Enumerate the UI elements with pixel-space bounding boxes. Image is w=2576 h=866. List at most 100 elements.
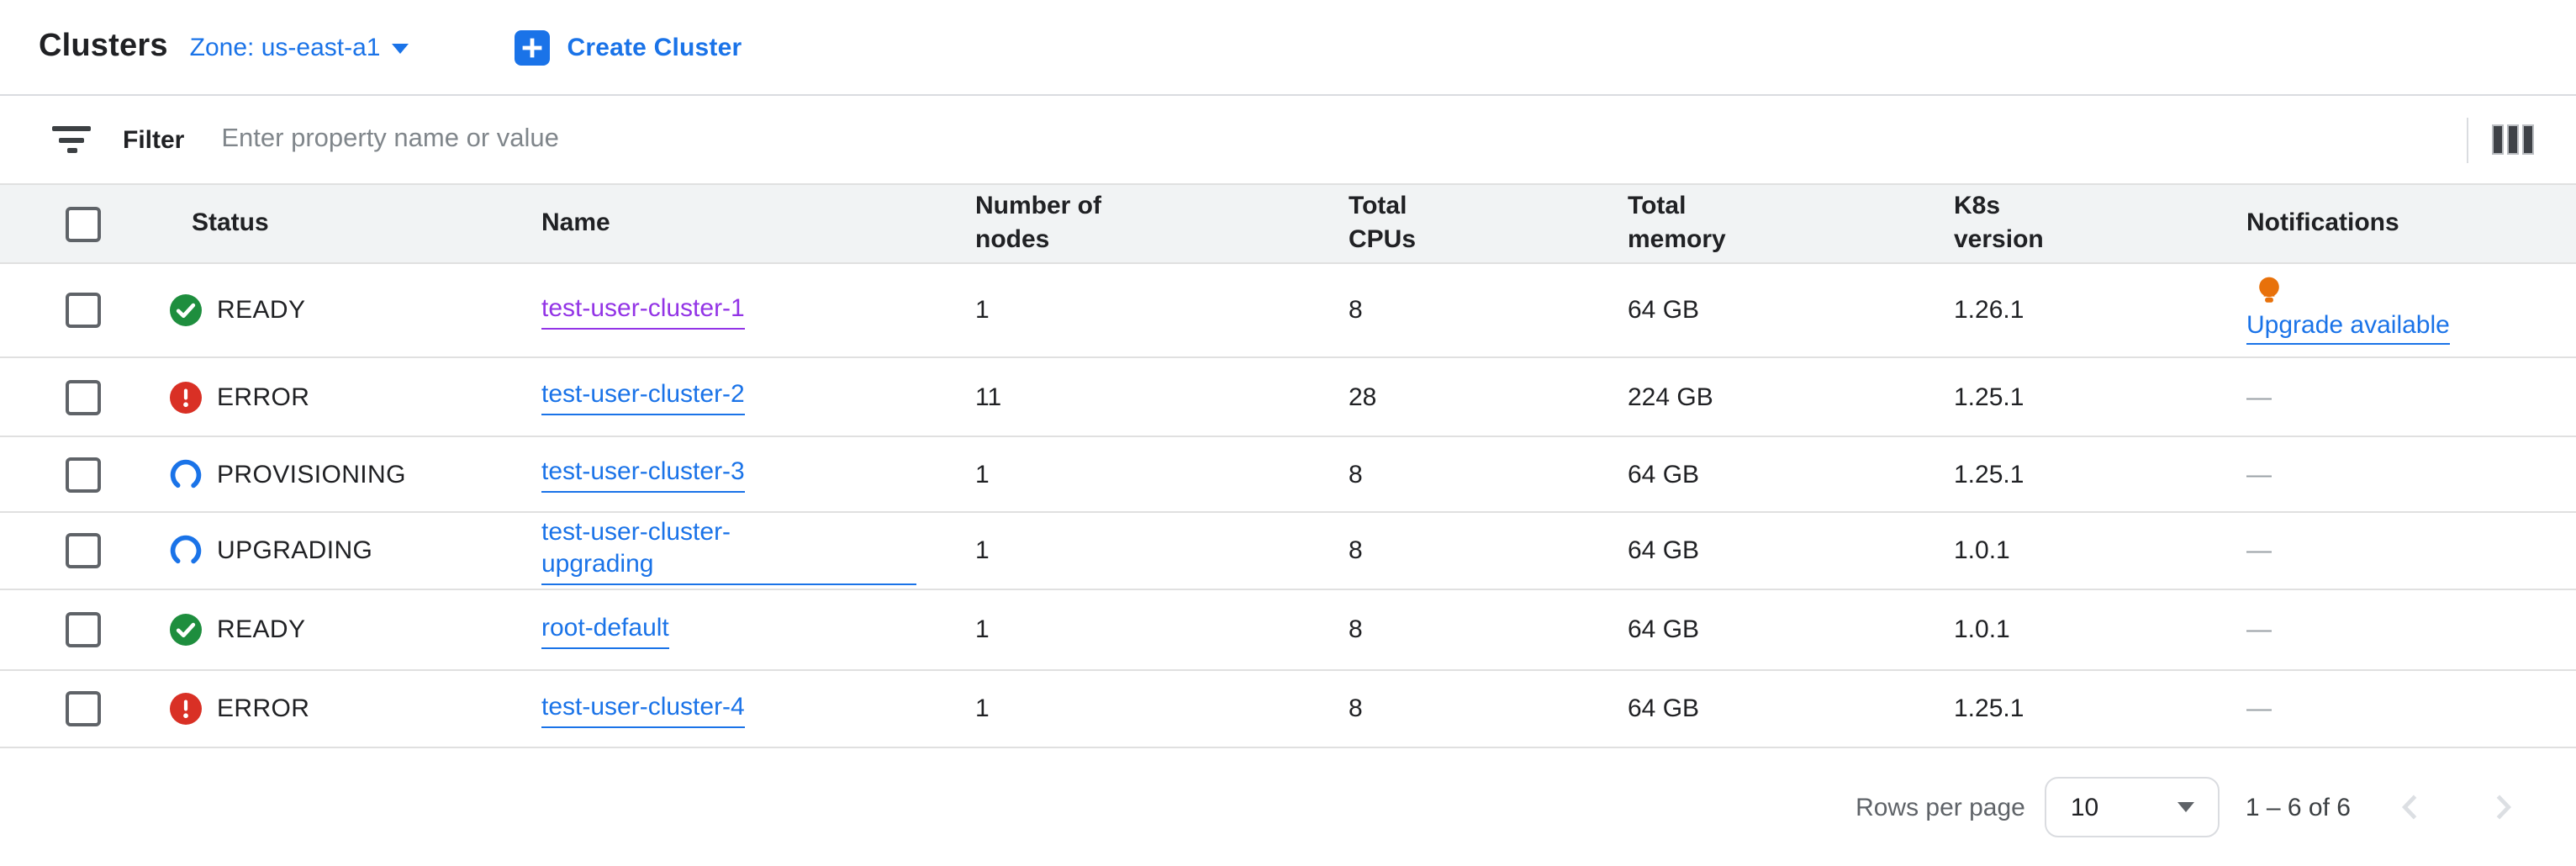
error-circle-icon [170, 381, 202, 413]
caret-down-icon [392, 44, 409, 54]
cpus-cell: 8 [1349, 460, 1363, 488]
upgrade-available-link[interactable]: Upgrade available [2246, 309, 2450, 345]
page-title: Clusters [39, 29, 168, 64]
memory-cell: 64 GB [1628, 615, 1700, 644]
nodes-cell: 11 [975, 383, 1002, 411]
zone-selector[interactable]: Zone: us-east-a1 [190, 33, 409, 61]
memory-cell: 224 GB [1628, 383, 1713, 411]
status-label: UPGRADING [217, 536, 373, 565]
rows-per-page-value: 10 [2070, 793, 2099, 821]
notifications-cell: — [2246, 536, 2576, 565]
row-checkbox-cell [0, 612, 170, 647]
nodes-cell: 1 [975, 296, 990, 325]
no-notification-dash: — [2246, 536, 2272, 565]
name-cell: test-user-cluster-3 [541, 456, 975, 493]
status-cell: ERROR [170, 381, 541, 413]
status-label: READY [217, 296, 306, 325]
name-cell: test-user-cluster-1 [541, 292, 975, 329]
create-cluster-button[interactable]: Create Cluster [515, 29, 742, 65]
header-total-memory: Total memory [1628, 192, 1726, 254]
nodes-cell: 1 [975, 694, 990, 723]
toolbar-divider [2467, 117, 2468, 162]
no-notification-dash: — [2246, 694, 2272, 723]
cluster-name-link[interactable]: test-user-cluster-3 [541, 456, 745, 493]
filter-label: Filter [123, 125, 185, 154]
cpus-cell: 8 [1349, 296, 1363, 325]
table-row: PROVISIONING test-user-cluster-3 1 8 64 … [0, 437, 2576, 513]
header-number-of-nodes: Number of nodes [975, 192, 1101, 254]
table-row: UPGRADING test-user-cluster-upgrading 1 … [0, 513, 2576, 590]
notifications-cell: — [2246, 460, 2576, 488]
row-checkbox[interactable] [66, 691, 101, 726]
create-cluster-label: Create Cluster [567, 33, 742, 61]
table-row: READY root-default 1 8 64 GB 1.0.1 — [0, 590, 2576, 671]
no-notification-dash: — [2246, 383, 2272, 411]
notifications-cell: — [2246, 383, 2576, 411]
cpus-cell: 8 [1349, 536, 1363, 565]
cluster-name-link[interactable]: root-default [541, 611, 669, 648]
row-checkbox[interactable] [66, 533, 101, 568]
filter-input[interactable] [218, 123, 2453, 156]
header-checkbox-cell [0, 206, 170, 241]
chevron-left-icon[interactable] [2391, 787, 2431, 827]
header-notifications: Notifications [2246, 209, 2399, 237]
k8s-version-cell: 1.0.1 [1954, 536, 2010, 565]
name-cell: test-user-cluster-4 [541, 690, 975, 727]
notifications-cell: Upgrade available [2246, 276, 2576, 345]
row-checkbox-cell [0, 457, 170, 492]
header-status: Status [192, 209, 269, 237]
cluster-name-link[interactable]: test-user-cluster-4 [541, 690, 745, 727]
row-checkbox[interactable] [66, 457, 101, 492]
k8s-version-cell: 1.25.1 [1954, 694, 2024, 723]
cpus-cell: 8 [1349, 694, 1363, 723]
memory-cell: 64 GB [1628, 296, 1700, 325]
header-name: Name [541, 209, 610, 237]
status-cell: READY [170, 294, 541, 326]
chevron-right-icon[interactable] [2482, 787, 2522, 827]
k8s-version-cell: 1.26.1 [1954, 296, 2024, 325]
rows-per-page-select[interactable]: 10 [2045, 777, 2220, 837]
k8s-version-cell: 1.0.1 [1954, 615, 2010, 644]
row-checkbox-cell [0, 379, 170, 415]
caret-down-icon [2177, 802, 2195, 812]
table-row: READY test-user-cluster-1 1 8 64 GB 1.26… [0, 264, 2576, 358]
row-checkbox[interactable] [66, 612, 101, 647]
select-all-checkbox[interactable] [66, 206, 101, 241]
status-cell: PROVISIONING [170, 458, 541, 490]
cpus-cell: 28 [1349, 383, 1377, 411]
cluster-name-link[interactable]: test-user-cluster-1 [541, 292, 745, 329]
zone-label: Zone: us-east-a1 [189, 33, 381, 61]
status-cell: ERROR [170, 693, 541, 725]
no-notification-dash: — [2246, 615, 2272, 644]
row-checkbox[interactable] [66, 293, 101, 328]
status-label: ERROR [217, 694, 310, 723]
nodes-cell: 1 [975, 536, 990, 565]
table-header-row: Status Name Number of nodes Total CPUs T… [0, 185, 2576, 264]
memory-cell: 64 GB [1628, 536, 1700, 565]
row-checkbox-cell [0, 691, 170, 726]
row-checkbox-cell [0, 293, 170, 328]
cpus-cell: 8 [1349, 615, 1363, 644]
status-cell: UPGRADING [170, 535, 541, 567]
row-checkbox[interactable] [66, 379, 101, 415]
k8s-version-cell: 1.25.1 [1954, 383, 2024, 411]
column-display-icon[interactable] [2490, 123, 2536, 156]
notifications-cell: — [2246, 694, 2576, 723]
plus-icon [515, 29, 551, 65]
nodes-cell: 1 [975, 460, 990, 488]
memory-cell: 64 GB [1628, 460, 1700, 488]
spinner-icon [170, 535, 202, 567]
header-k8s-version: K8s version [1954, 192, 2044, 254]
status-label: READY [217, 615, 306, 644]
table-row: ERROR test-user-cluster-4 1 8 64 GB 1.25… [0, 671, 2576, 748]
rows-per-page-label: Rows per page [1855, 793, 2025, 821]
check-circle-icon [170, 294, 202, 326]
row-checkbox-cell [0, 533, 170, 568]
cluster-name-link[interactable]: test-user-cluster-upgrading [541, 516, 916, 585]
name-cell: test-user-cluster-upgrading [541, 516, 975, 585]
cluster-name-link[interactable]: test-user-cluster-2 [541, 378, 745, 415]
name-cell: test-user-cluster-2 [541, 378, 975, 415]
notifications-cell: — [2246, 615, 2576, 644]
pagination-range: 1 – 6 of 6 [2245, 793, 2351, 821]
